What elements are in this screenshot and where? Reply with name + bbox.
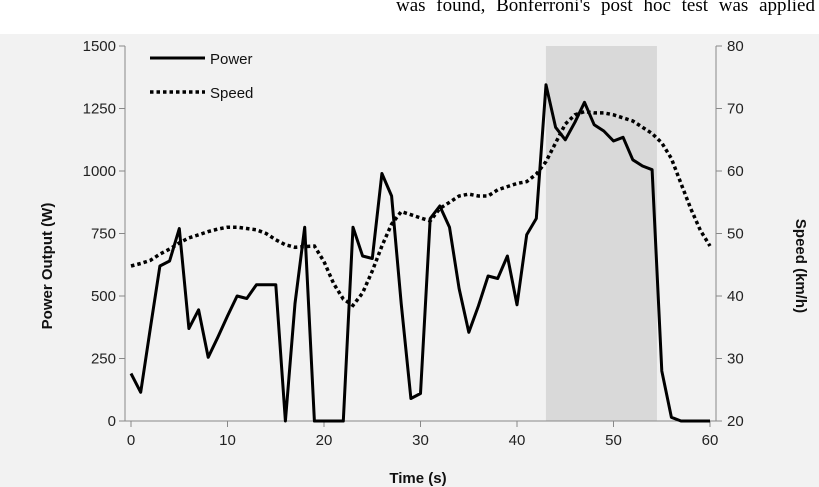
- x-tick-label: 20: [316, 432, 333, 449]
- legend: Power Speed: [150, 51, 253, 102]
- y-tick-label-right: 70: [727, 101, 744, 118]
- chart: 0 250 500 750 1000 1250 1500 20 30 40 50 60 70 80 0 10 2…: [39, 38, 809, 487]
- y-axis-title-right: Speed (km/h): [792, 219, 809, 313]
- y-tick-label-right: 40: [727, 288, 744, 305]
- x-tick-label: 0: [127, 432, 135, 449]
- x-tick-label: 40: [509, 432, 526, 449]
- legend-label-speed: Speed: [210, 85, 253, 102]
- x-tick-label: 10: [219, 432, 236, 449]
- y-tick-label-left: 750: [91, 226, 116, 243]
- page-body-text: was found, Bonferroni's post hoc test wa…: [0, 0, 819, 34]
- y-tick-label-right: 20: [727, 413, 744, 430]
- y-tick-label-left: 0: [108, 413, 116, 430]
- y-tick-label-right: 30: [727, 351, 744, 368]
- y-axis-title-left: Power Output (W): [39, 203, 56, 330]
- y-tick-label-left: 1500: [83, 38, 116, 55]
- y-tick-label-right: 80: [727, 38, 744, 55]
- x-tick-label: 30: [412, 432, 429, 449]
- y-tick-label-right: 60: [727, 163, 744, 180]
- legend-label-power: Power: [210, 51, 253, 68]
- x-axis-title: Time (s): [389, 470, 446, 487]
- x-tick-label: 60: [702, 432, 719, 449]
- y-tick-label-right: 50: [727, 226, 744, 243]
- y-tick-label-left: 250: [91, 351, 116, 368]
- body-text-line: was found, Bonferroni's post hoc test wa…: [395, 0, 815, 16]
- speed-series-line: [130, 109, 712, 308]
- y-tick-label-left: 500: [91, 288, 116, 305]
- power-series-line: [129, 83, 710, 423]
- y-tick-label-left: 1250: [83, 101, 116, 118]
- shaded-region: [545, 46, 657, 421]
- y-tick-label-left: 1000: [83, 163, 116, 180]
- x-tick-label: 50: [605, 432, 622, 449]
- chart-panel: 0 250 500 750 1000 1250 1500 20 30 40 50 60 70 80 0 10 2…: [0, 34, 819, 487]
